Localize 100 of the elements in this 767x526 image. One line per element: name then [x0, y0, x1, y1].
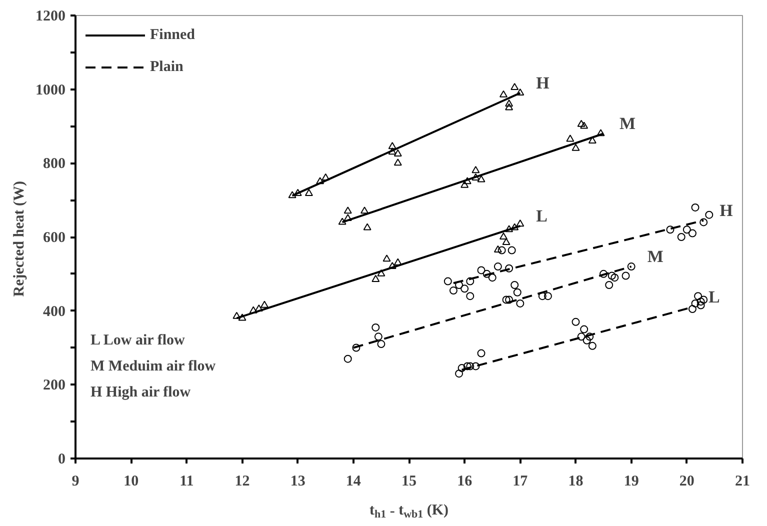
- point: [322, 173, 330, 180]
- x-tick-label: 9: [72, 474, 80, 490]
- point: [627, 262, 636, 271]
- y-tick-label: 200: [43, 378, 66, 394]
- point: [577, 332, 586, 341]
- point: [505, 225, 514, 232]
- point: [566, 134, 574, 142]
- point: [508, 246, 516, 254]
- point: [572, 318, 580, 326]
- point: [388, 148, 396, 155]
- point: [580, 325, 588, 334]
- point: [544, 292, 552, 300]
- point: [577, 120, 586, 127]
- point: [377, 269, 386, 276]
- y-axis-title: Rejected heat (W): [12, 180, 28, 297]
- point: [352, 344, 360, 352]
- x-tick-label: 10: [124, 474, 139, 490]
- point: [388, 262, 396, 270]
- x-tick-label: 15: [402, 474, 416, 490]
- annotation: M Meduim air flow: [90, 358, 216, 374]
- point: [688, 229, 696, 238]
- point: [572, 144, 580, 151]
- point: [580, 122, 588, 129]
- point: [254, 304, 263, 312]
- y-tick-label: 1200: [36, 8, 66, 24]
- y-tick-label: 400: [43, 304, 66, 320]
- x-tick-label: 20: [679, 474, 694, 490]
- point: [510, 281, 519, 289]
- point: [516, 220, 524, 227]
- point: [466, 277, 474, 286]
- point: [444, 277, 452, 286]
- point: [510, 223, 519, 230]
- annotation: L Low air flow: [90, 332, 185, 348]
- point: [472, 166, 480, 174]
- point: [382, 254, 391, 262]
- y-tick-label: 1000: [36, 82, 66, 98]
- point: [477, 266, 486, 274]
- point: [458, 364, 466, 372]
- point: [482, 270, 491, 278]
- annotation: M: [647, 247, 664, 266]
- point: [232, 312, 241, 319]
- x-tick-label: 21: [735, 474, 750, 490]
- point: [605, 281, 614, 289]
- annotation: H High air flow: [90, 384, 191, 400]
- point: [608, 272, 616, 280]
- x-tick-label: 14: [346, 474, 362, 490]
- point: [360, 206, 369, 214]
- point: [288, 191, 296, 198]
- y-tick-label: 800: [43, 156, 66, 172]
- point: [488, 274, 496, 282]
- point: [477, 349, 486, 358]
- point: [691, 203, 700, 212]
- point: [455, 370, 464, 378]
- point: [466, 362, 474, 370]
- point: [455, 281, 464, 289]
- point: [372, 323, 380, 332]
- point: [494, 245, 502, 252]
- point: [377, 340, 386, 348]
- annotation: M: [620, 114, 636, 134]
- point: [394, 158, 402, 166]
- point: [502, 238, 510, 246]
- point: [696, 298, 705, 306]
- point: [505, 296, 514, 304]
- point: [696, 301, 705, 310]
- point: [460, 180, 469, 188]
- point: [510, 82, 519, 90]
- point: [372, 274, 380, 282]
- point: [460, 284, 469, 293]
- point: [600, 270, 608, 278]
- annotation: H: [536, 74, 550, 93]
- point: [472, 362, 480, 370]
- point: [344, 214, 352, 222]
- point: [472, 173, 480, 180]
- y-tick-label: 0: [58, 452, 66, 468]
- point: [538, 292, 546, 300]
- point: [249, 306, 258, 314]
- point: [677, 233, 686, 241]
- point: [316, 177, 324, 184]
- point: [622, 272, 630, 280]
- point: [238, 314, 246, 321]
- point: [294, 188, 302, 196]
- point: [463, 177, 472, 184]
- point: [694, 292, 702, 300]
- point: [586, 332, 594, 341]
- x-tick-label: 16: [457, 474, 473, 490]
- point: [394, 149, 402, 156]
- x-tick-label: 11: [180, 474, 194, 490]
- point: [477, 175, 486, 182]
- annotation: H: [720, 200, 733, 220]
- x-tick-label: 17: [512, 474, 528, 490]
- legend-label: Finned: [150, 26, 196, 44]
- point: [705, 210, 714, 219]
- point: [374, 332, 382, 341]
- point: [582, 336, 591, 344]
- point: [449, 286, 458, 295]
- point: [688, 304, 696, 313]
- point: [505, 103, 514, 110]
- point: [499, 90, 508, 98]
- x-tick-label: 19: [624, 474, 639, 490]
- point: [498, 246, 506, 254]
